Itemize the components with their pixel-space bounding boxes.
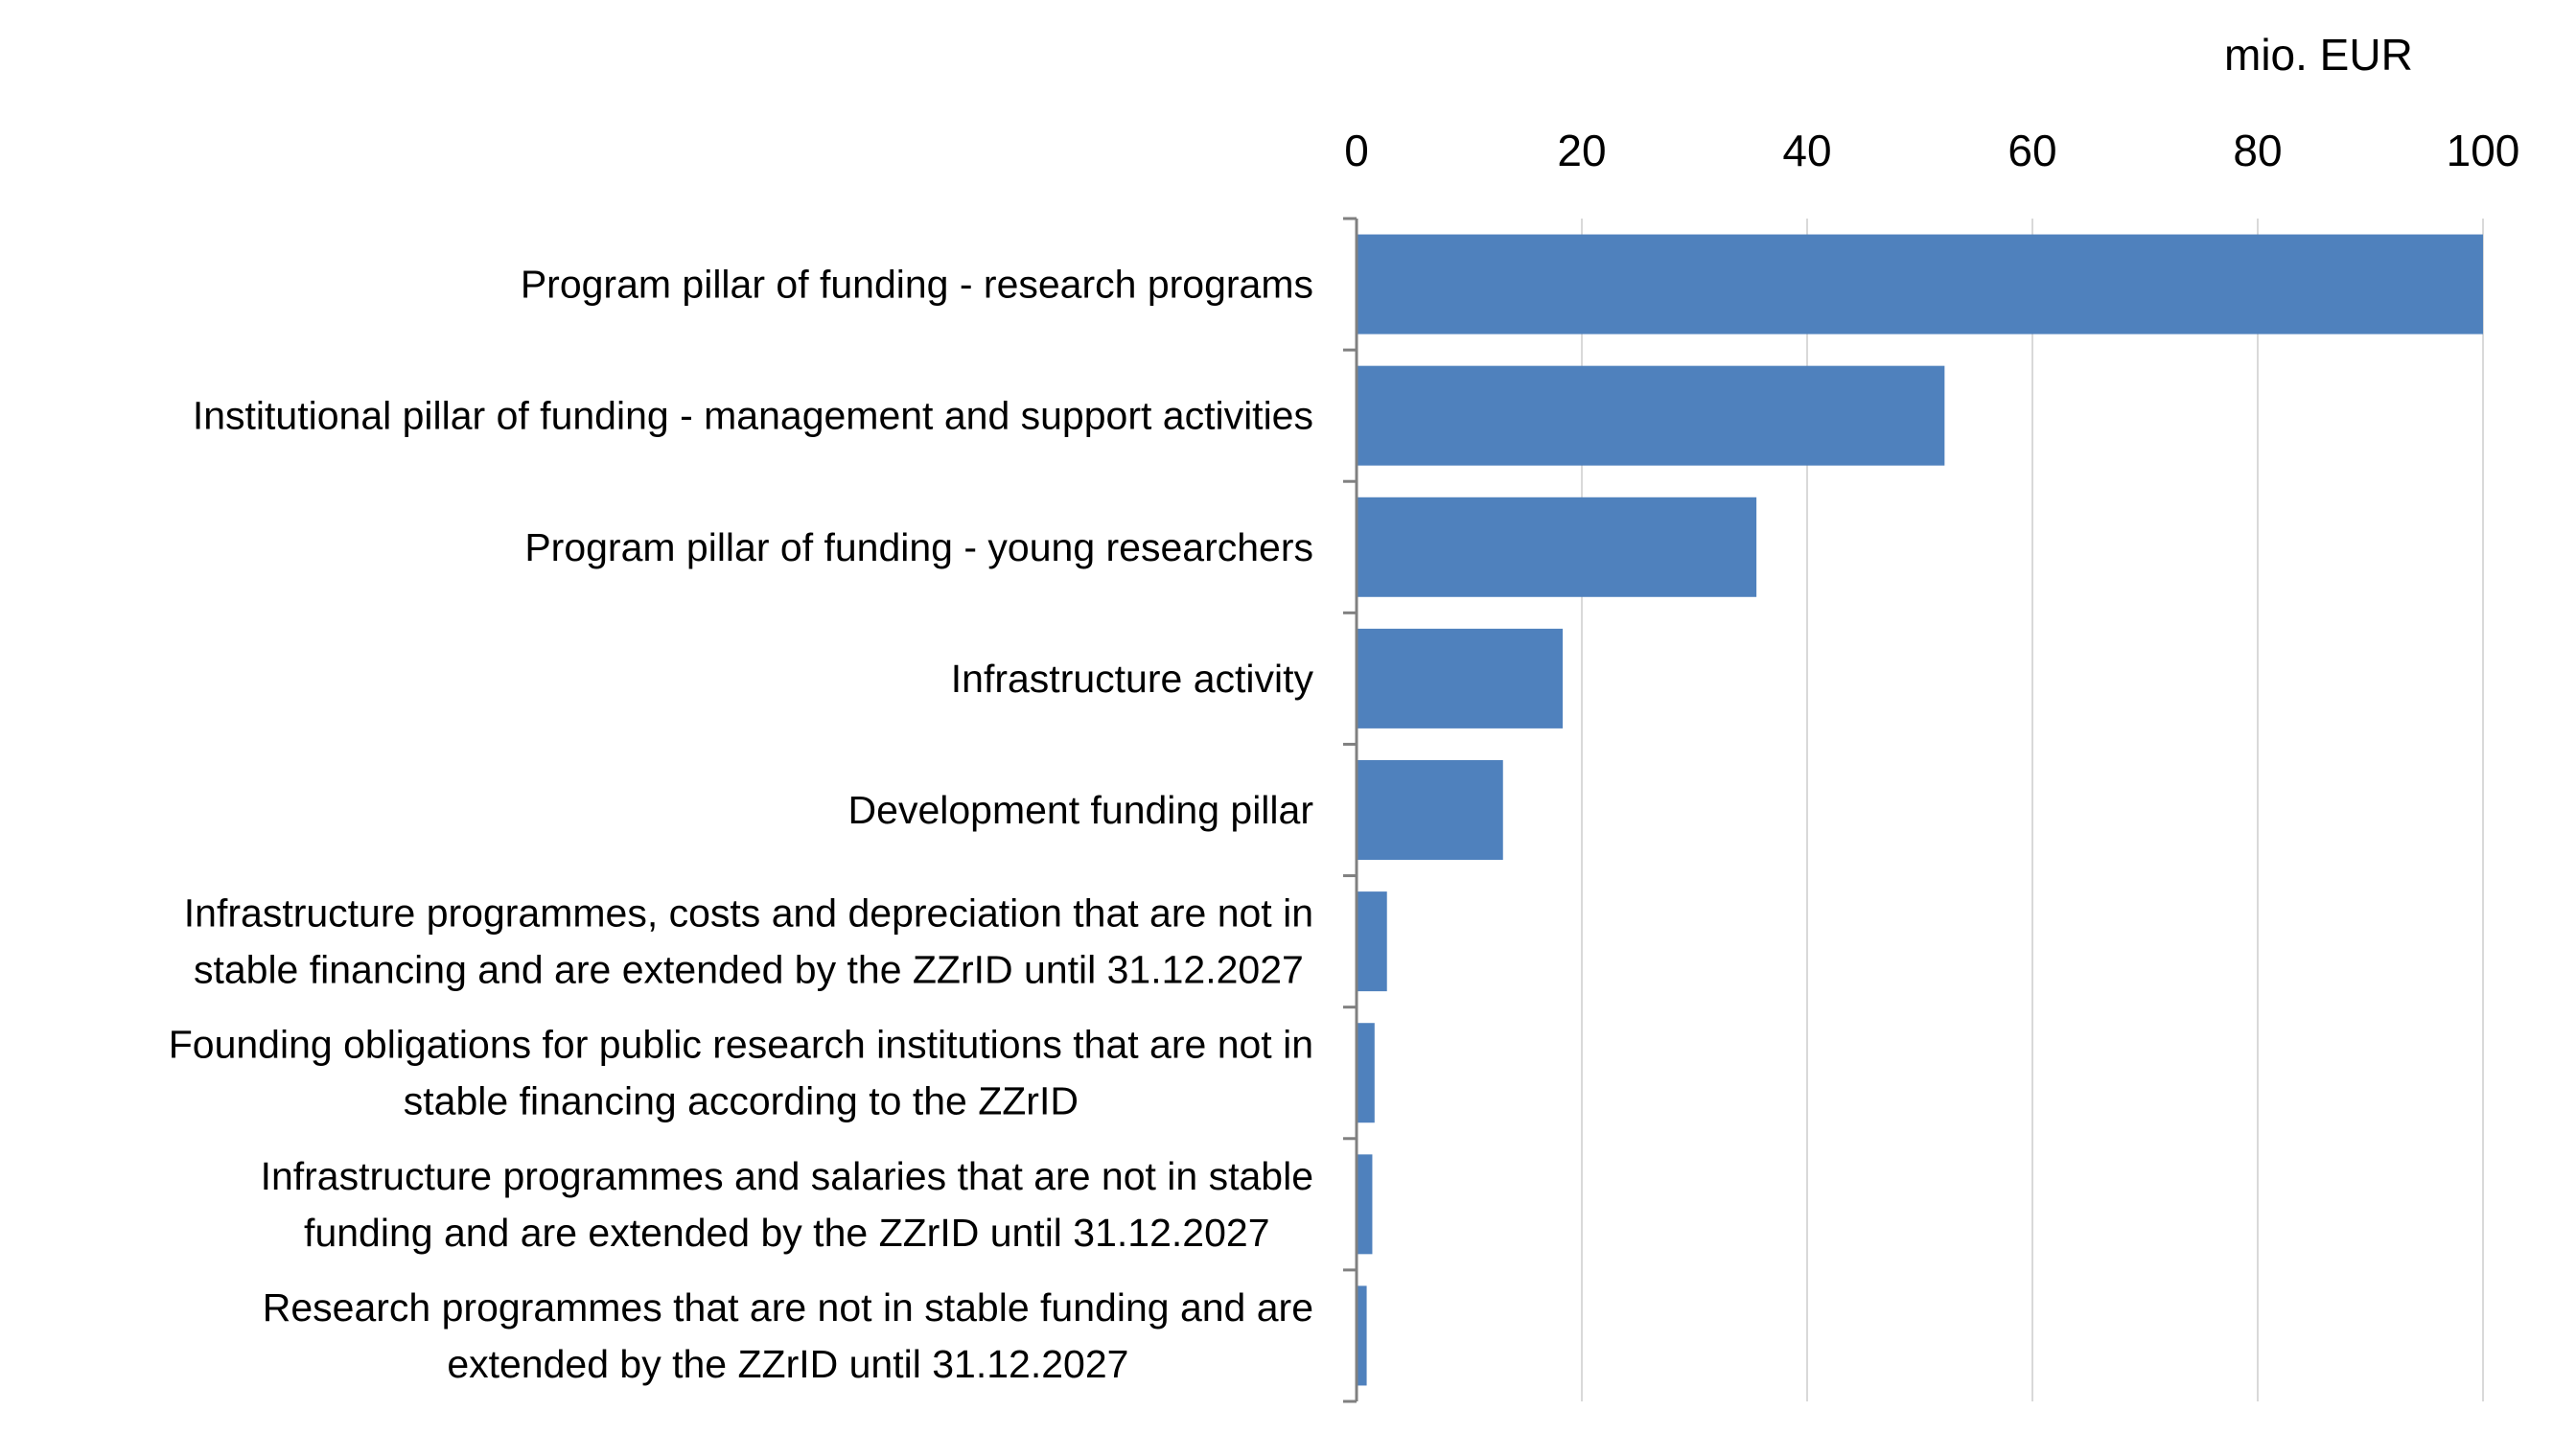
category-label: Infrastructure programmes, costs and dep… xyxy=(184,891,1313,992)
category-label: Founding obligations for public research… xyxy=(169,1023,1313,1123)
bar xyxy=(1357,760,1503,860)
unit-label: mio. EUR xyxy=(2224,30,2413,80)
x-tick-label: 80 xyxy=(2233,126,2282,175)
bar xyxy=(1357,365,1945,466)
bar xyxy=(1357,891,1387,992)
category-label: Institutional pillar of funding - manage… xyxy=(193,394,1313,438)
bar xyxy=(1357,234,2483,335)
category-label: Program pillar of funding - young resear… xyxy=(524,525,1313,569)
category-label: Research programmes that are not in stab… xyxy=(263,1285,1313,1386)
category-label: Program pillar of funding - research pro… xyxy=(521,263,1313,307)
bar xyxy=(1357,628,1564,729)
category-label: Infrastructure programmes and salaries t… xyxy=(261,1154,1313,1255)
bar xyxy=(1357,497,1757,597)
bar xyxy=(1357,1023,1375,1123)
x-tick-label: 60 xyxy=(2007,126,2056,175)
x-tick-label: 0 xyxy=(1344,126,1369,175)
category-label: Infrastructure activity xyxy=(951,657,1314,701)
bar xyxy=(1357,1285,1367,1386)
x-tick-label: 100 xyxy=(2447,126,2520,175)
x-tick-label: 20 xyxy=(1557,126,1606,175)
x-tick-label: 40 xyxy=(1782,126,1831,175)
bar xyxy=(1357,1154,1373,1255)
category-label: Development funding pillar xyxy=(848,788,1313,832)
